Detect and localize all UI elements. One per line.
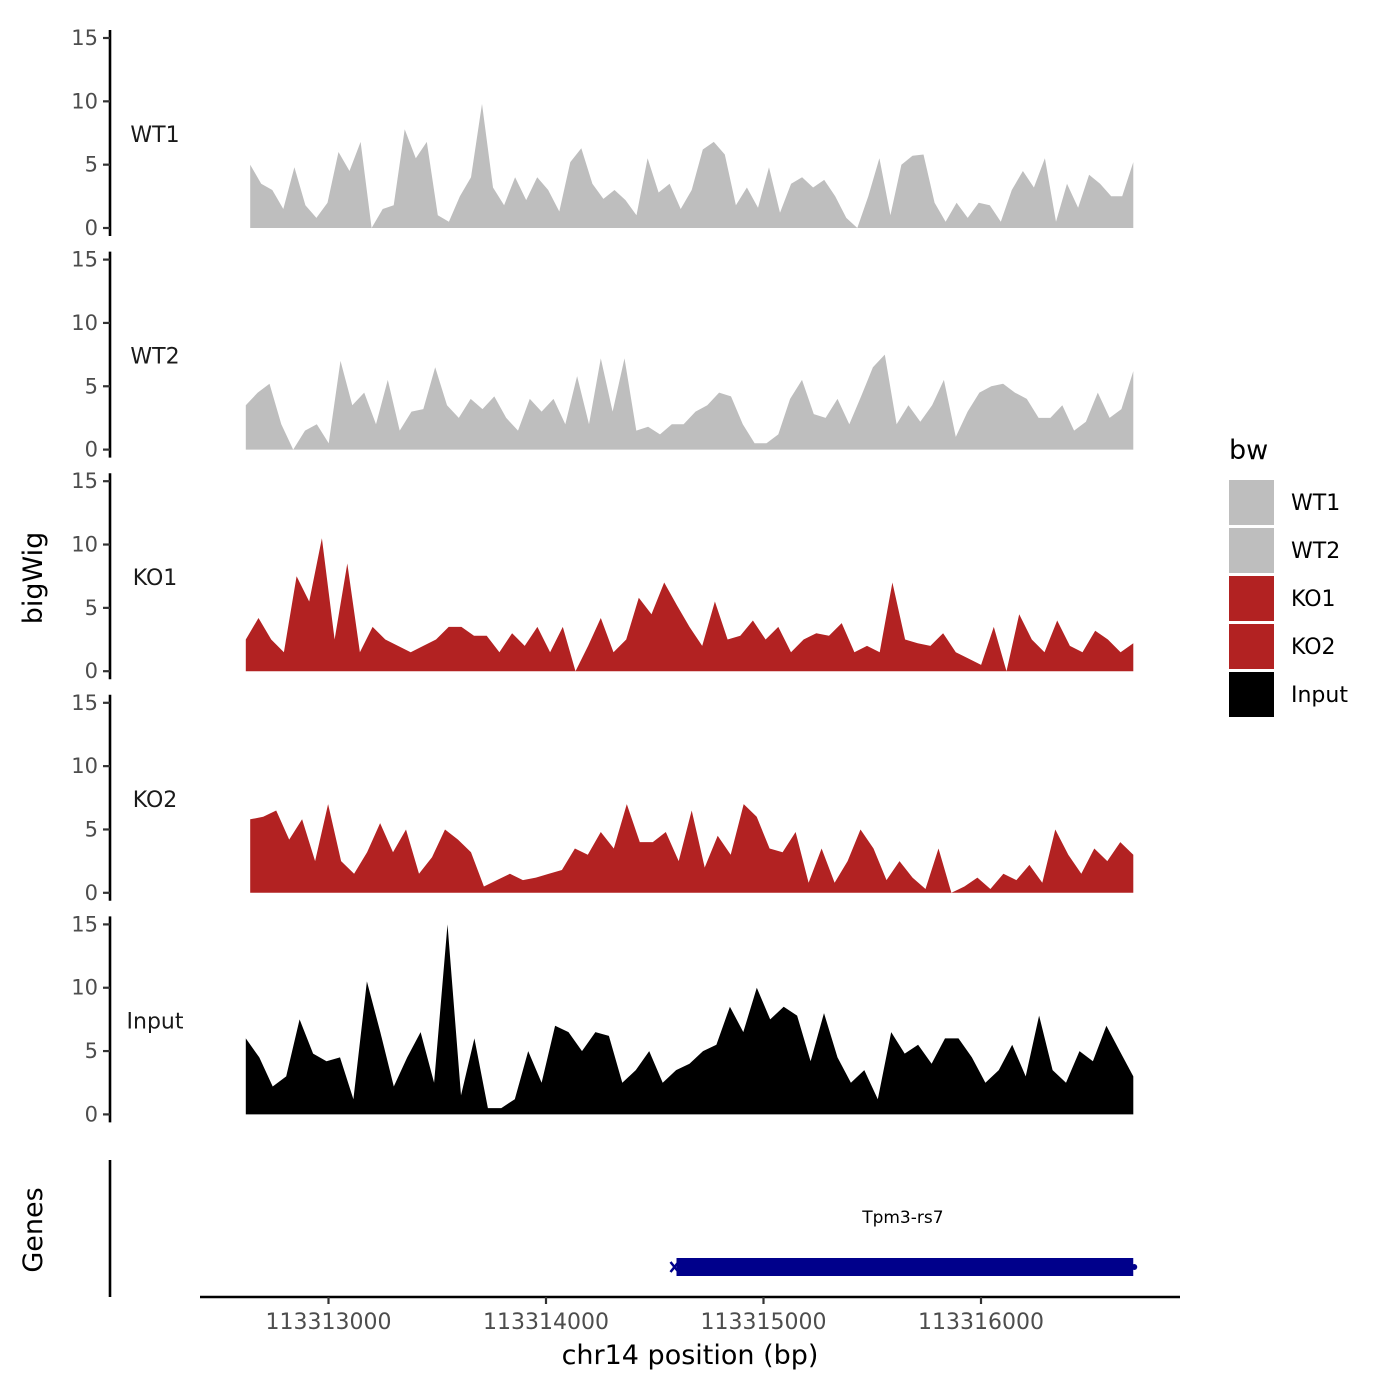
track-ko2: 0 5 10 15 KO2 — [71, 691, 1134, 905]
legend-swatch-ko2 — [1229, 624, 1274, 669]
track-wt2: 0 5 10 15 WT2 — [71, 248, 1134, 462]
gene-label: Tpm3-rs7 — [861, 1208, 943, 1228]
x-tick-label: 113314000 — [483, 1310, 609, 1335]
y-tick-label: 5 — [85, 596, 98, 620]
y-tick-label: 5 — [85, 374, 98, 398]
y-tick-label: 10 — [71, 89, 98, 113]
y-tick-label: 0 — [85, 438, 98, 462]
gene-body — [676, 1258, 1134, 1276]
signal-area-ko1 — [245, 538, 1134, 672]
y-tick-label: 10 — [71, 754, 98, 778]
y-tick-label: 5 — [85, 817, 98, 841]
gene-start-marker — [669, 1261, 680, 1273]
y-tick-label: 15 — [71, 912, 98, 936]
x-tick-label: 113315000 — [701, 1310, 827, 1335]
y-tick-label: 15 — [71, 469, 98, 493]
y-tick-label: 15 — [71, 26, 98, 50]
gene-end-marker — [1131, 1264, 1138, 1270]
y-tick-label: 10 — [71, 533, 98, 557]
y-tick-label: 10 — [71, 976, 98, 1000]
legend-swatch-wt2 — [1229, 528, 1274, 573]
x-axis: 113313000 113314000 113315000 113316000 — [200, 1295, 1180, 1335]
x-axis-title: chr14 position (bp) — [562, 1340, 819, 1371]
signal-area-ko2 — [250, 804, 1134, 893]
genes-axis-title: Genes — [18, 1187, 49, 1272]
legend-title: bw — [1229, 435, 1268, 466]
track-label: KO2 — [133, 788, 178, 813]
legend-swatch-wt1 — [1229, 480, 1274, 525]
x-tick-label: 113316000 — [918, 1310, 1044, 1335]
signal-area-wt1 — [250, 103, 1134, 228]
y-tick-label: 0 — [85, 659, 98, 683]
y-tick-label: 5 — [85, 153, 98, 177]
gene-track: Tpm3-rs7 — [108, 1160, 1138, 1297]
x-tick-label: 113313000 — [266, 1310, 392, 1335]
y-tick-label: 10 — [71, 311, 98, 335]
legend-swatch-input — [1229, 672, 1274, 717]
legend-label-wt2: WT2 — [1291, 539, 1340, 564]
y-tick-label: 0 — [85, 216, 98, 240]
track-label: KO1 — [133, 566, 178, 591]
y-tick-label: 0 — [85, 1102, 98, 1126]
track-ko1: 0 5 10 15 KO1 — [71, 469, 1134, 683]
signal-area-input — [245, 924, 1134, 1115]
track-input: 0 5 10 15 Input — [71, 912, 1134, 1126]
signal-area-wt2 — [245, 354, 1134, 450]
legend-label-ko2: KO2 — [1291, 635, 1336, 660]
track-label: Input — [127, 1009, 184, 1034]
y-tick-label: 0 — [85, 881, 98, 905]
y-axis-title: bigWig — [18, 532, 49, 625]
y-tick-label: 5 — [85, 1039, 98, 1063]
legend-swatch-ko1 — [1229, 576, 1274, 621]
legend-label-wt1: WT1 — [1291, 491, 1340, 516]
track-label: WT2 — [130, 345, 179, 370]
track-wt1: 0 5 10 15 WT1 — [71, 26, 1134, 240]
y-tick-label: 15 — [71, 691, 98, 715]
track-label: WT1 — [130, 123, 179, 148]
legend-label-ko1: KO1 — [1291, 587, 1336, 612]
legend: bw WT1 WT2 KO1 KO2 Input — [1229, 435, 1348, 717]
signal-tracks: 0 5 10 15 WT1 0 5 10 15 WT2 0 5 10 15 KO1 0 5 10 15 KO2 0 5 10… — [71, 26, 1134, 1126]
y-tick-label: 15 — [71, 248, 98, 272]
legend-label-input: Input — [1291, 683, 1348, 708]
